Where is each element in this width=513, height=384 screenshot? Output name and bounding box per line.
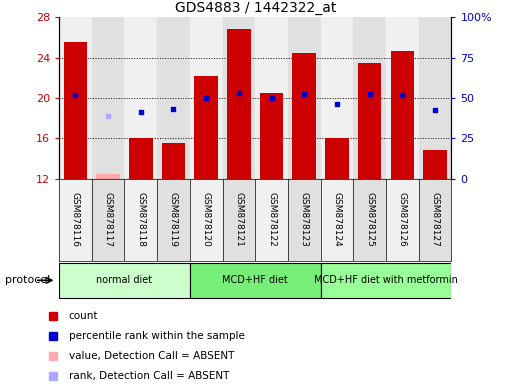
Text: GSM878117: GSM878117	[104, 192, 112, 247]
Bar	[288, 17, 321, 179]
Text: GSM878121: GSM878121	[234, 192, 243, 247]
Text: MCD+HF diet with metformin: MCD+HF diet with metformin	[314, 275, 458, 285]
Bar	[223, 17, 255, 179]
Bar	[419, 17, 451, 179]
Bar	[390, 51, 414, 179]
Bar	[96, 174, 120, 179]
Bar	[227, 30, 251, 179]
Bar	[223, 179, 255, 261]
Bar	[423, 151, 447, 179]
Bar	[194, 76, 218, 179]
Bar	[288, 179, 321, 261]
Bar	[92, 179, 125, 261]
Bar	[321, 17, 353, 179]
Text: protocol: protocol	[5, 275, 50, 285]
Bar	[190, 179, 223, 261]
Bar	[386, 17, 419, 179]
Bar	[64, 43, 87, 179]
Bar	[255, 17, 288, 179]
Bar	[292, 53, 316, 179]
Bar	[190, 17, 223, 179]
Text: GSM878119: GSM878119	[169, 192, 178, 247]
Bar	[162, 143, 185, 179]
Text: percentile rank within the sample: percentile rank within the sample	[69, 331, 245, 341]
Bar	[358, 63, 382, 179]
Bar	[325, 138, 349, 179]
Bar	[59, 263, 190, 298]
Title: GDS4883 / 1442322_at: GDS4883 / 1442322_at	[174, 1, 336, 15]
Bar	[59, 17, 92, 179]
Text: value, Detection Call = ABSENT: value, Detection Call = ABSENT	[69, 351, 234, 361]
Text: GSM878122: GSM878122	[267, 192, 276, 247]
Bar	[92, 17, 124, 179]
Text: GSM878116: GSM878116	[71, 192, 80, 247]
Bar	[321, 179, 353, 261]
Bar	[353, 179, 386, 261]
Text: GSM878124: GSM878124	[332, 192, 342, 247]
Text: normal diet: normal diet	[96, 275, 152, 285]
Bar	[419, 179, 451, 261]
Bar	[386, 179, 419, 261]
Bar	[260, 93, 283, 179]
Text: GSM878125: GSM878125	[365, 192, 374, 247]
Text: count: count	[69, 311, 98, 321]
Bar	[59, 179, 92, 261]
Text: GSM878127: GSM878127	[430, 192, 440, 247]
Text: GSM878126: GSM878126	[398, 192, 407, 247]
Bar	[157, 179, 190, 261]
Text: rank, Detection Call = ABSENT: rank, Detection Call = ABSENT	[69, 371, 229, 381]
Text: GSM878120: GSM878120	[202, 192, 211, 247]
Bar	[255, 179, 288, 261]
Bar	[157, 17, 190, 179]
Text: MCD+HF diet: MCD+HF diet	[222, 275, 288, 285]
Text: GSM878118: GSM878118	[136, 192, 145, 247]
Bar	[353, 17, 386, 179]
Bar	[321, 263, 451, 298]
Bar	[124, 17, 157, 179]
Bar	[190, 263, 321, 298]
Bar	[124, 179, 157, 261]
Bar	[129, 138, 152, 179]
Text: GSM878123: GSM878123	[300, 192, 309, 247]
